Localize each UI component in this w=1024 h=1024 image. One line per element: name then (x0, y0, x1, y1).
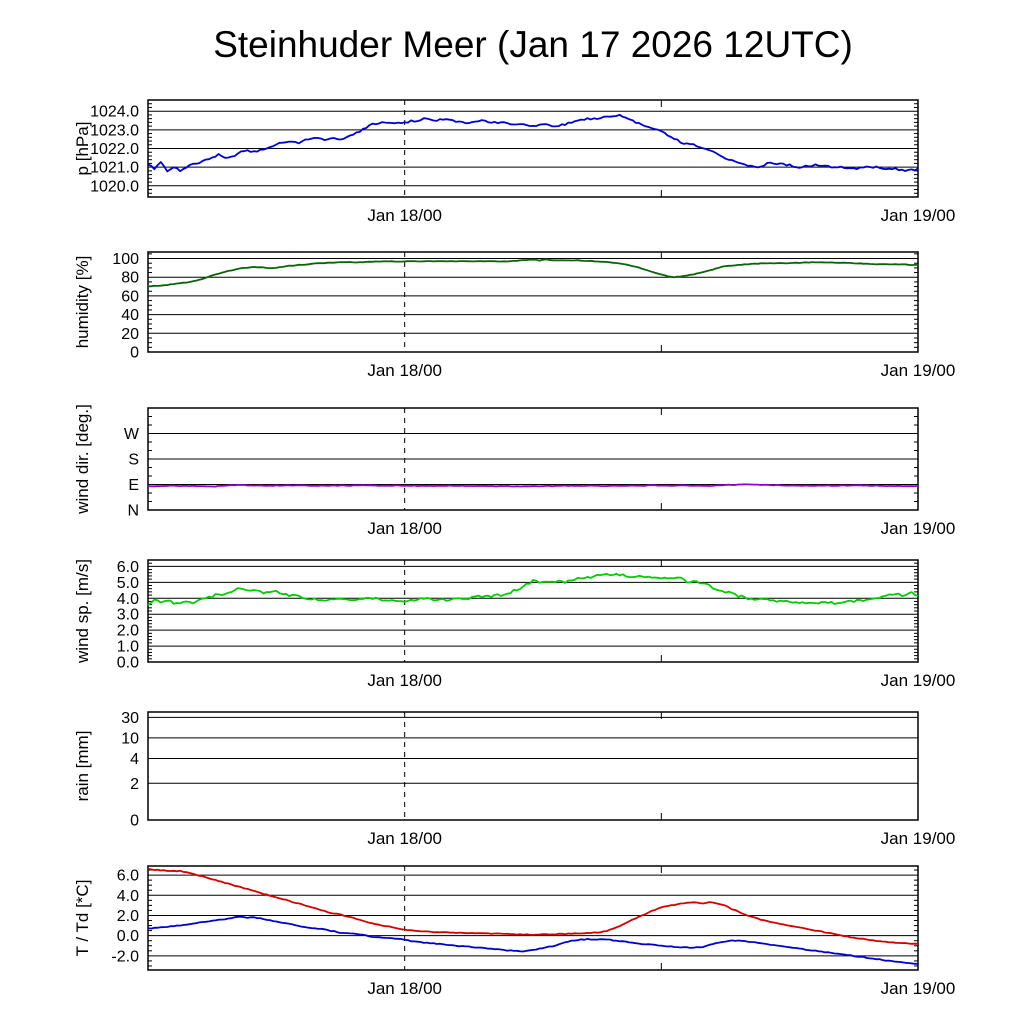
y-axis-title: wind dir. [deg.] (73, 404, 92, 515)
ytick-label: N (127, 503, 139, 520)
ytick-label: 1.0 (117, 639, 139, 656)
ytick-label: 60 (121, 288, 139, 305)
y-axis-title: wind sp. [m/s] (73, 559, 92, 664)
humidity-line (147, 258, 918, 288)
ytick-label: S (128, 452, 139, 469)
temperature-line (147, 867, 919, 945)
panel-temperature: 6.0 4.0 2.0 0.0 -2.0 Jan 18/00 Jan 19/00 T / Td… (73, 865, 956, 998)
chart-title: Steinhuder Meer (Jan 17 2026 12UTC) (213, 24, 853, 65)
pressure-line (147, 113, 919, 173)
ytick-label: 1022.0 (90, 141, 139, 158)
ytick-label: E (128, 477, 139, 494)
ytick-label: 2 (130, 776, 139, 793)
ytick-label: 0.0 (117, 655, 139, 672)
ytick-label: 1020.0 (90, 178, 139, 195)
ytick-label: 2.0 (117, 908, 139, 925)
xtick-label: Jan 19/00 (881, 979, 956, 998)
ytick-label: 6.0 (117, 868, 139, 885)
ytick-label: 2.0 (117, 623, 139, 640)
ytick-label: 1024.0 (90, 104, 139, 121)
ytick-label: 40 (121, 307, 139, 324)
ytick-label: 30 (121, 710, 139, 727)
xtick-label: Jan 19/00 (881, 519, 956, 538)
wind-speed-line (147, 572, 919, 606)
ytick-label: 4.0 (117, 591, 139, 608)
xtick-label: Jan 19/00 (881, 206, 956, 225)
ytick-label: 0 (130, 813, 139, 830)
ytick-label: 4.0 (117, 888, 139, 905)
ytick-label: 6.0 (117, 559, 139, 576)
ytick-label: 4 (130, 751, 139, 768)
wind-direction-line (147, 483, 919, 488)
dew-point-line (147, 915, 918, 965)
y-axis-title: humidity [%] (73, 256, 92, 349)
ytick-label: 0.0 (117, 928, 139, 945)
xtick-label: Jan 18/00 (367, 206, 442, 225)
xtick-label: Jan 19/00 (881, 361, 956, 380)
ytick-label: 100 (112, 251, 139, 268)
ytick-label: 80 (121, 270, 139, 287)
ytick-label: 20 (121, 326, 139, 343)
xtick-label: Jan 18/00 (367, 979, 442, 998)
ytick-label: W (124, 426, 140, 443)
xtick-label: Jan 18/00 (367, 829, 442, 848)
panel-rain: 30 10 4 2 0 Jan 18/00 Jan 19/00 rain [mm] (73, 710, 955, 848)
y-axis-title: rain [mm] (73, 731, 92, 802)
xtick-label: Jan 18/00 (367, 519, 442, 538)
xtick-label: Jan 18/00 (367, 671, 442, 690)
ytick-label: 10 (121, 730, 139, 747)
ytick-label: 1023.0 (90, 122, 139, 139)
xtick-label: Jan 18/00 (367, 361, 442, 380)
xtick-label: Jan 19/00 (881, 671, 956, 690)
ytick-label: 1021.0 (90, 160, 139, 177)
panel-wind-speed: 6.05.04.03.02.01.00.0 Jan 18/00 Jan 19/00 w… (73, 559, 955, 690)
y-axis-title: p [hPa] (73, 122, 92, 176)
ytick-label: 0 (130, 345, 139, 362)
y-axis-title: T / Td [*C] (73, 880, 92, 957)
ytick-label: -2.0 (111, 948, 139, 965)
ytick-label: 5.0 (117, 575, 139, 592)
xtick-label: Jan 19/00 (881, 829, 956, 848)
ytick-label: 3.0 (117, 607, 139, 624)
